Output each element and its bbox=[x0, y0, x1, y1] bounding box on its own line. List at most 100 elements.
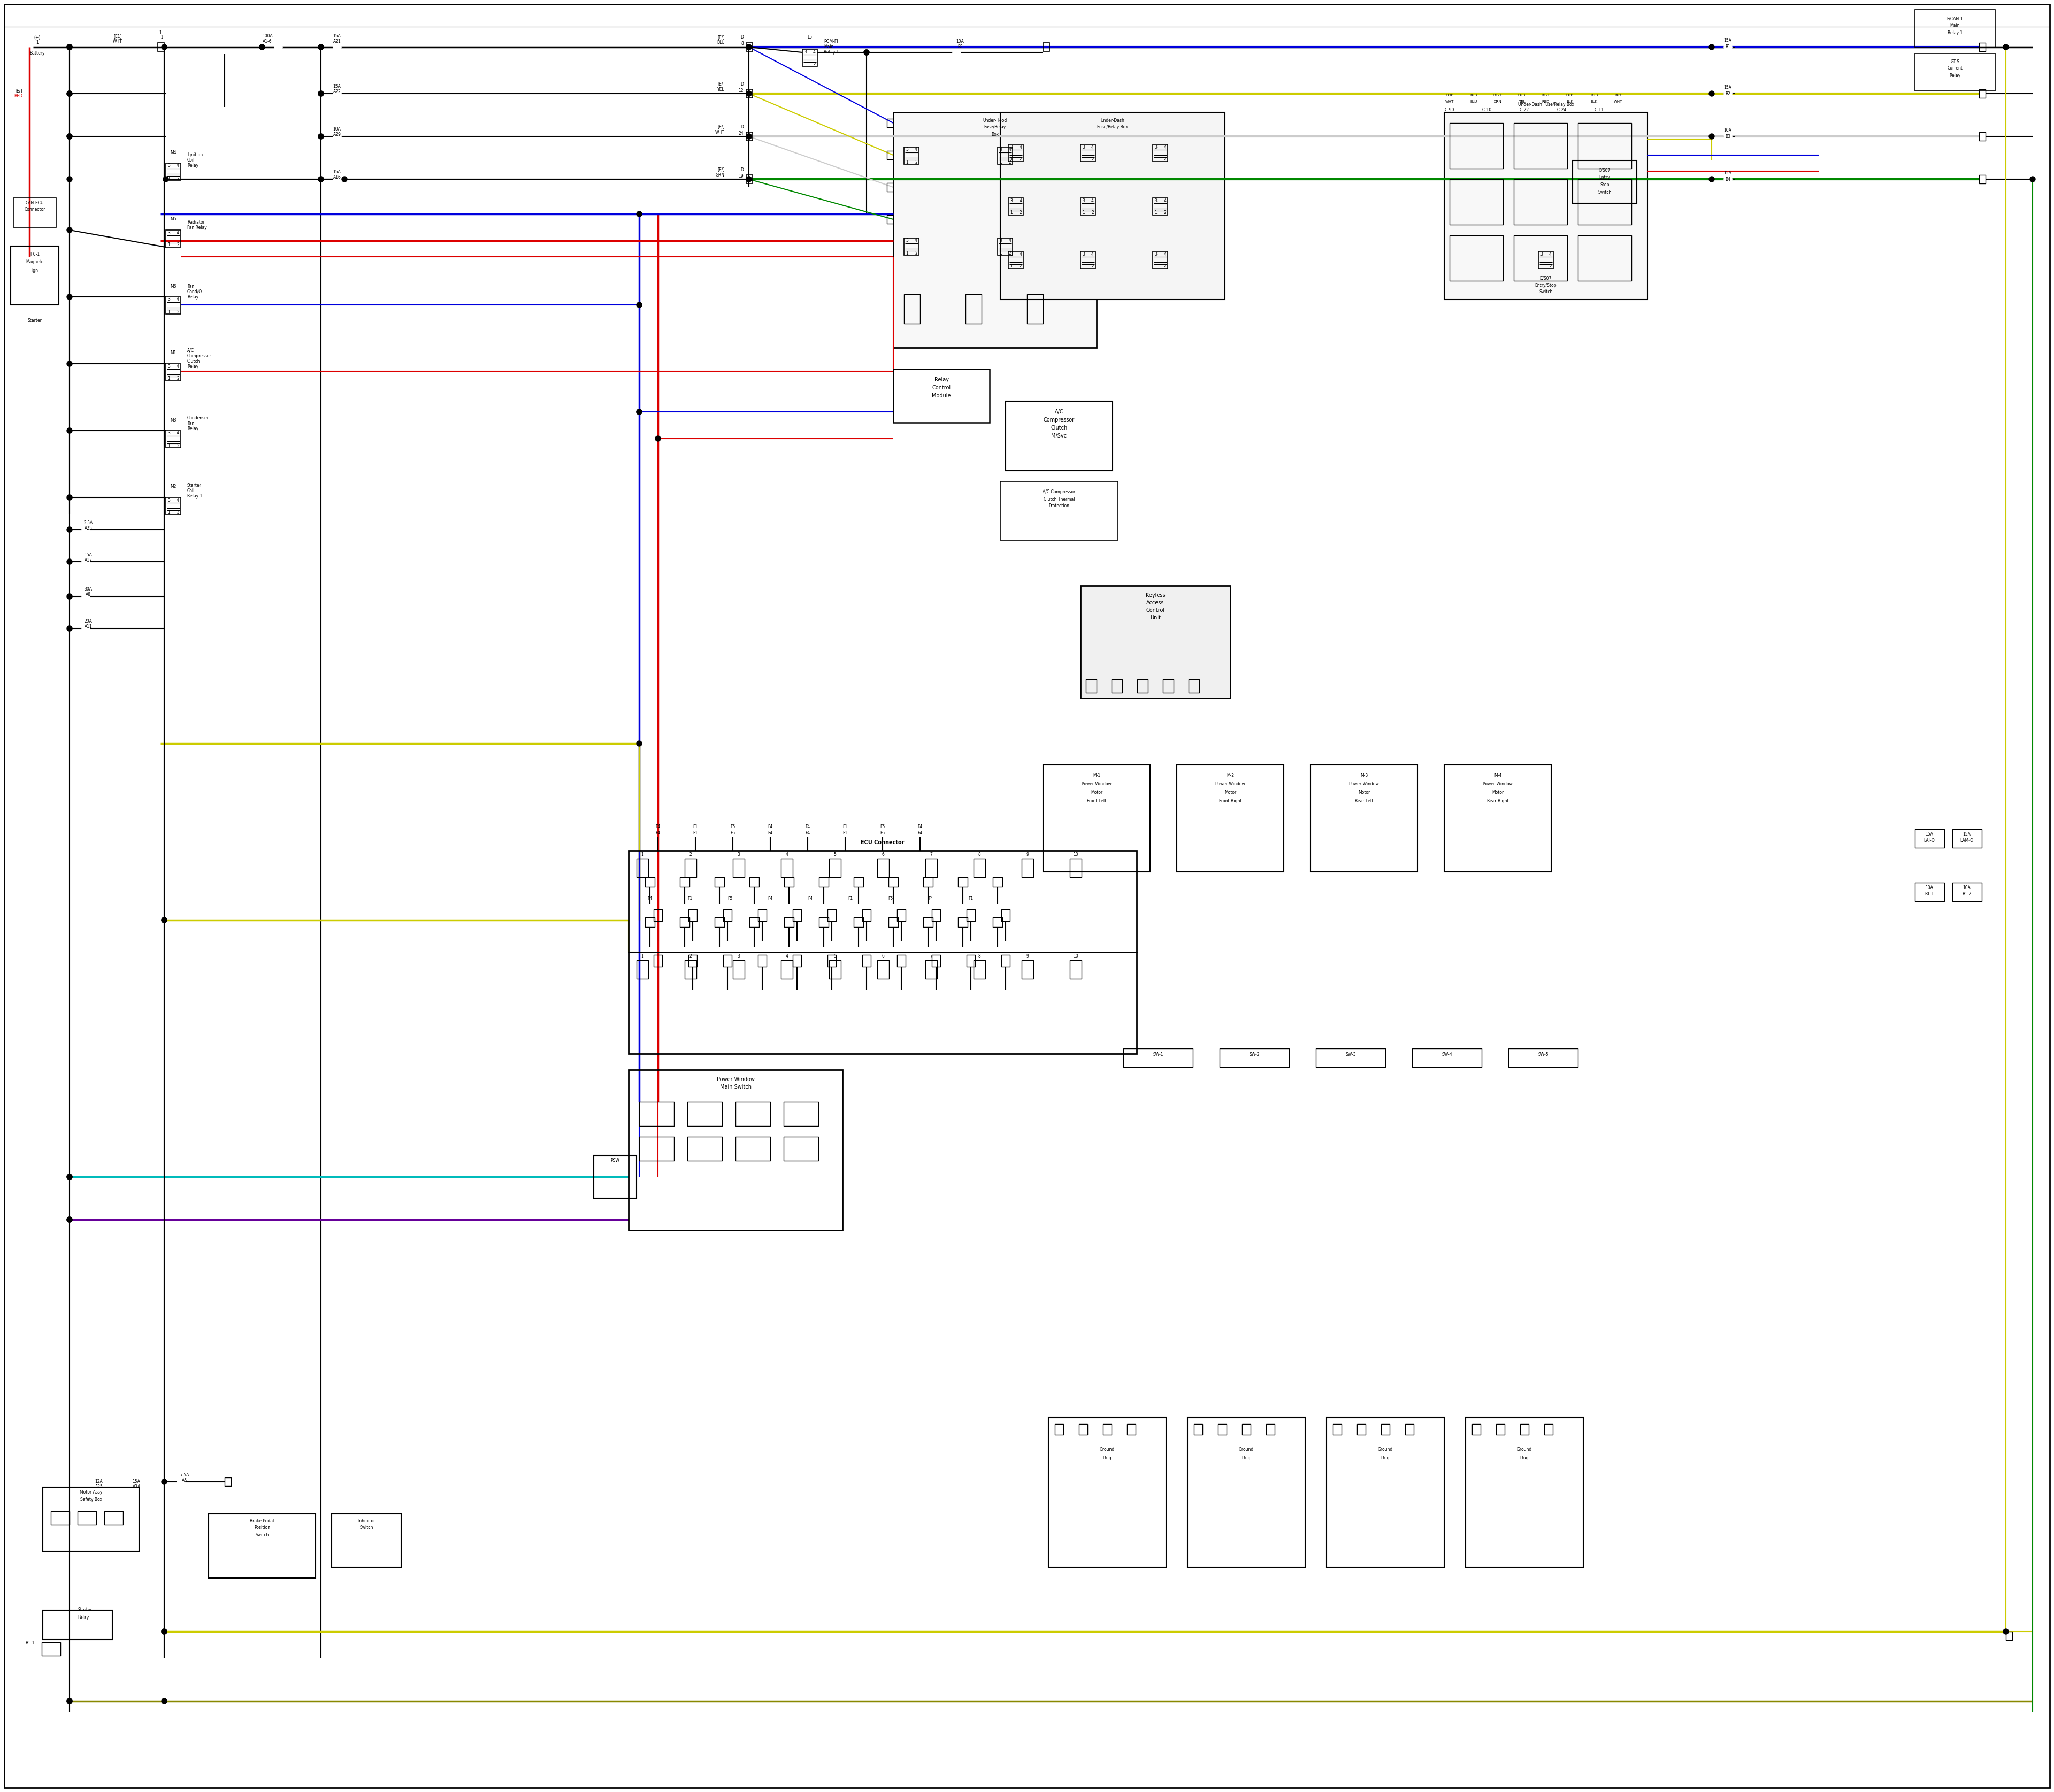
Circle shape bbox=[68, 91, 72, 97]
Text: Unit: Unit bbox=[1150, 615, 1161, 620]
Bar bbox=[1413, 1048, 1481, 1068]
Text: 10A: 10A bbox=[957, 39, 963, 45]
Circle shape bbox=[259, 45, 265, 50]
Text: BRB: BRB bbox=[1446, 93, 1454, 97]
Bar bbox=[758, 909, 766, 921]
Text: 2: 2 bbox=[914, 159, 918, 165]
Text: 1: 1 bbox=[641, 953, 643, 959]
Text: 1: 1 bbox=[1011, 263, 1013, 269]
Text: PSW: PSW bbox=[610, 1158, 620, 1163]
Text: 10: 10 bbox=[1072, 853, 1078, 857]
Bar bbox=[965, 294, 982, 324]
Text: 4: 4 bbox=[1009, 147, 1011, 152]
Text: C/S07: C/S07 bbox=[1540, 276, 1553, 281]
Text: 3: 3 bbox=[1011, 199, 1013, 202]
Bar bbox=[1545, 1425, 1553, 1435]
Circle shape bbox=[68, 134, 72, 140]
Text: Relay: Relay bbox=[187, 426, 199, 432]
Text: BLU: BLU bbox=[1471, 100, 1477, 104]
Text: 2: 2 bbox=[1549, 263, 1551, 269]
Text: A25: A25 bbox=[94, 1486, 103, 1489]
Text: 2: 2 bbox=[177, 242, 179, 247]
Bar bbox=[1577, 179, 1631, 224]
Text: Under-Dash: Under-Dash bbox=[1101, 118, 1126, 124]
Text: Motor: Motor bbox=[1224, 790, 1237, 796]
Bar bbox=[1128, 1425, 1136, 1435]
Text: 1: 1 bbox=[1011, 210, 1013, 215]
Text: Battery: Battery bbox=[31, 52, 45, 56]
Bar bbox=[1508, 1048, 1577, 1068]
Bar bbox=[828, 909, 836, 921]
Circle shape bbox=[68, 360, 72, 366]
Bar bbox=[1002, 955, 1011, 966]
Text: 3: 3 bbox=[168, 364, 170, 369]
Text: F5: F5 bbox=[887, 896, 893, 901]
Text: Power Window: Power Window bbox=[1082, 781, 1111, 787]
Circle shape bbox=[333, 177, 337, 181]
Bar bbox=[1953, 883, 1982, 901]
Circle shape bbox=[86, 595, 90, 599]
Circle shape bbox=[637, 303, 641, 308]
Text: M-4: M-4 bbox=[1493, 772, 1501, 778]
Text: Under-Dash Fuse/Relay Box: Under-Dash Fuse/Relay Box bbox=[1518, 102, 1573, 108]
Text: 15A: 15A bbox=[333, 34, 341, 38]
Circle shape bbox=[68, 527, 72, 532]
Bar bbox=[1021, 858, 1033, 878]
Circle shape bbox=[1727, 134, 1732, 138]
Circle shape bbox=[333, 45, 337, 48]
Text: A1-6: A1-6 bbox=[263, 39, 273, 43]
Circle shape bbox=[162, 1629, 166, 1634]
Text: 2: 2 bbox=[177, 176, 179, 181]
Text: Ground: Ground bbox=[1518, 1448, 1532, 1452]
Circle shape bbox=[68, 625, 72, 631]
Text: D: D bbox=[739, 167, 744, 172]
Bar bbox=[863, 909, 871, 921]
Circle shape bbox=[68, 45, 72, 50]
Text: Relay: Relay bbox=[187, 364, 199, 369]
Circle shape bbox=[68, 134, 72, 140]
Text: Relay 1: Relay 1 bbox=[187, 495, 203, 498]
Bar bbox=[820, 918, 828, 926]
Bar bbox=[629, 952, 1136, 1054]
Text: 4: 4 bbox=[785, 953, 789, 959]
Bar bbox=[785, 878, 793, 887]
Bar bbox=[331, 1514, 401, 1568]
Text: 12: 12 bbox=[739, 88, 744, 93]
Circle shape bbox=[746, 91, 752, 97]
Bar bbox=[158, 43, 164, 52]
Text: Motor: Motor bbox=[1358, 790, 1370, 796]
Bar bbox=[166, 163, 181, 181]
Text: 4: 4 bbox=[1009, 238, 1011, 244]
Circle shape bbox=[746, 45, 752, 50]
Text: F4: F4 bbox=[768, 824, 772, 830]
Text: 4: 4 bbox=[785, 853, 789, 857]
Bar bbox=[1914, 54, 1994, 91]
Text: F1: F1 bbox=[692, 831, 698, 835]
Bar bbox=[210, 1514, 316, 1579]
Text: M4: M4 bbox=[170, 151, 177, 154]
Text: 100A: 100A bbox=[263, 34, 273, 38]
Bar bbox=[14, 197, 55, 228]
Text: ECU Connector: ECU Connector bbox=[861, 840, 904, 846]
Bar bbox=[1111, 679, 1121, 694]
Text: Coil: Coil bbox=[187, 158, 195, 163]
Bar bbox=[1980, 133, 1986, 142]
Text: F5: F5 bbox=[879, 831, 885, 835]
Bar bbox=[750, 878, 760, 887]
Circle shape bbox=[82, 527, 86, 532]
Text: Current: Current bbox=[1947, 66, 1964, 72]
Text: Motor Assy: Motor Assy bbox=[80, 1489, 103, 1495]
Bar bbox=[785, 918, 793, 926]
Text: M2: M2 bbox=[170, 484, 177, 489]
Circle shape bbox=[655, 435, 661, 441]
Text: 9: 9 bbox=[1027, 953, 1029, 959]
Text: SW-5: SW-5 bbox=[1538, 1052, 1549, 1057]
Text: Keyless: Keyless bbox=[1146, 593, 1165, 599]
Text: Relay: Relay bbox=[935, 376, 949, 382]
Text: 10A: 10A bbox=[1964, 885, 1970, 891]
Text: SW-4: SW-4 bbox=[1442, 1052, 1452, 1057]
Bar bbox=[1450, 179, 1504, 224]
Text: Relay: Relay bbox=[187, 294, 199, 299]
Circle shape bbox=[957, 50, 961, 54]
Bar bbox=[166, 430, 181, 448]
